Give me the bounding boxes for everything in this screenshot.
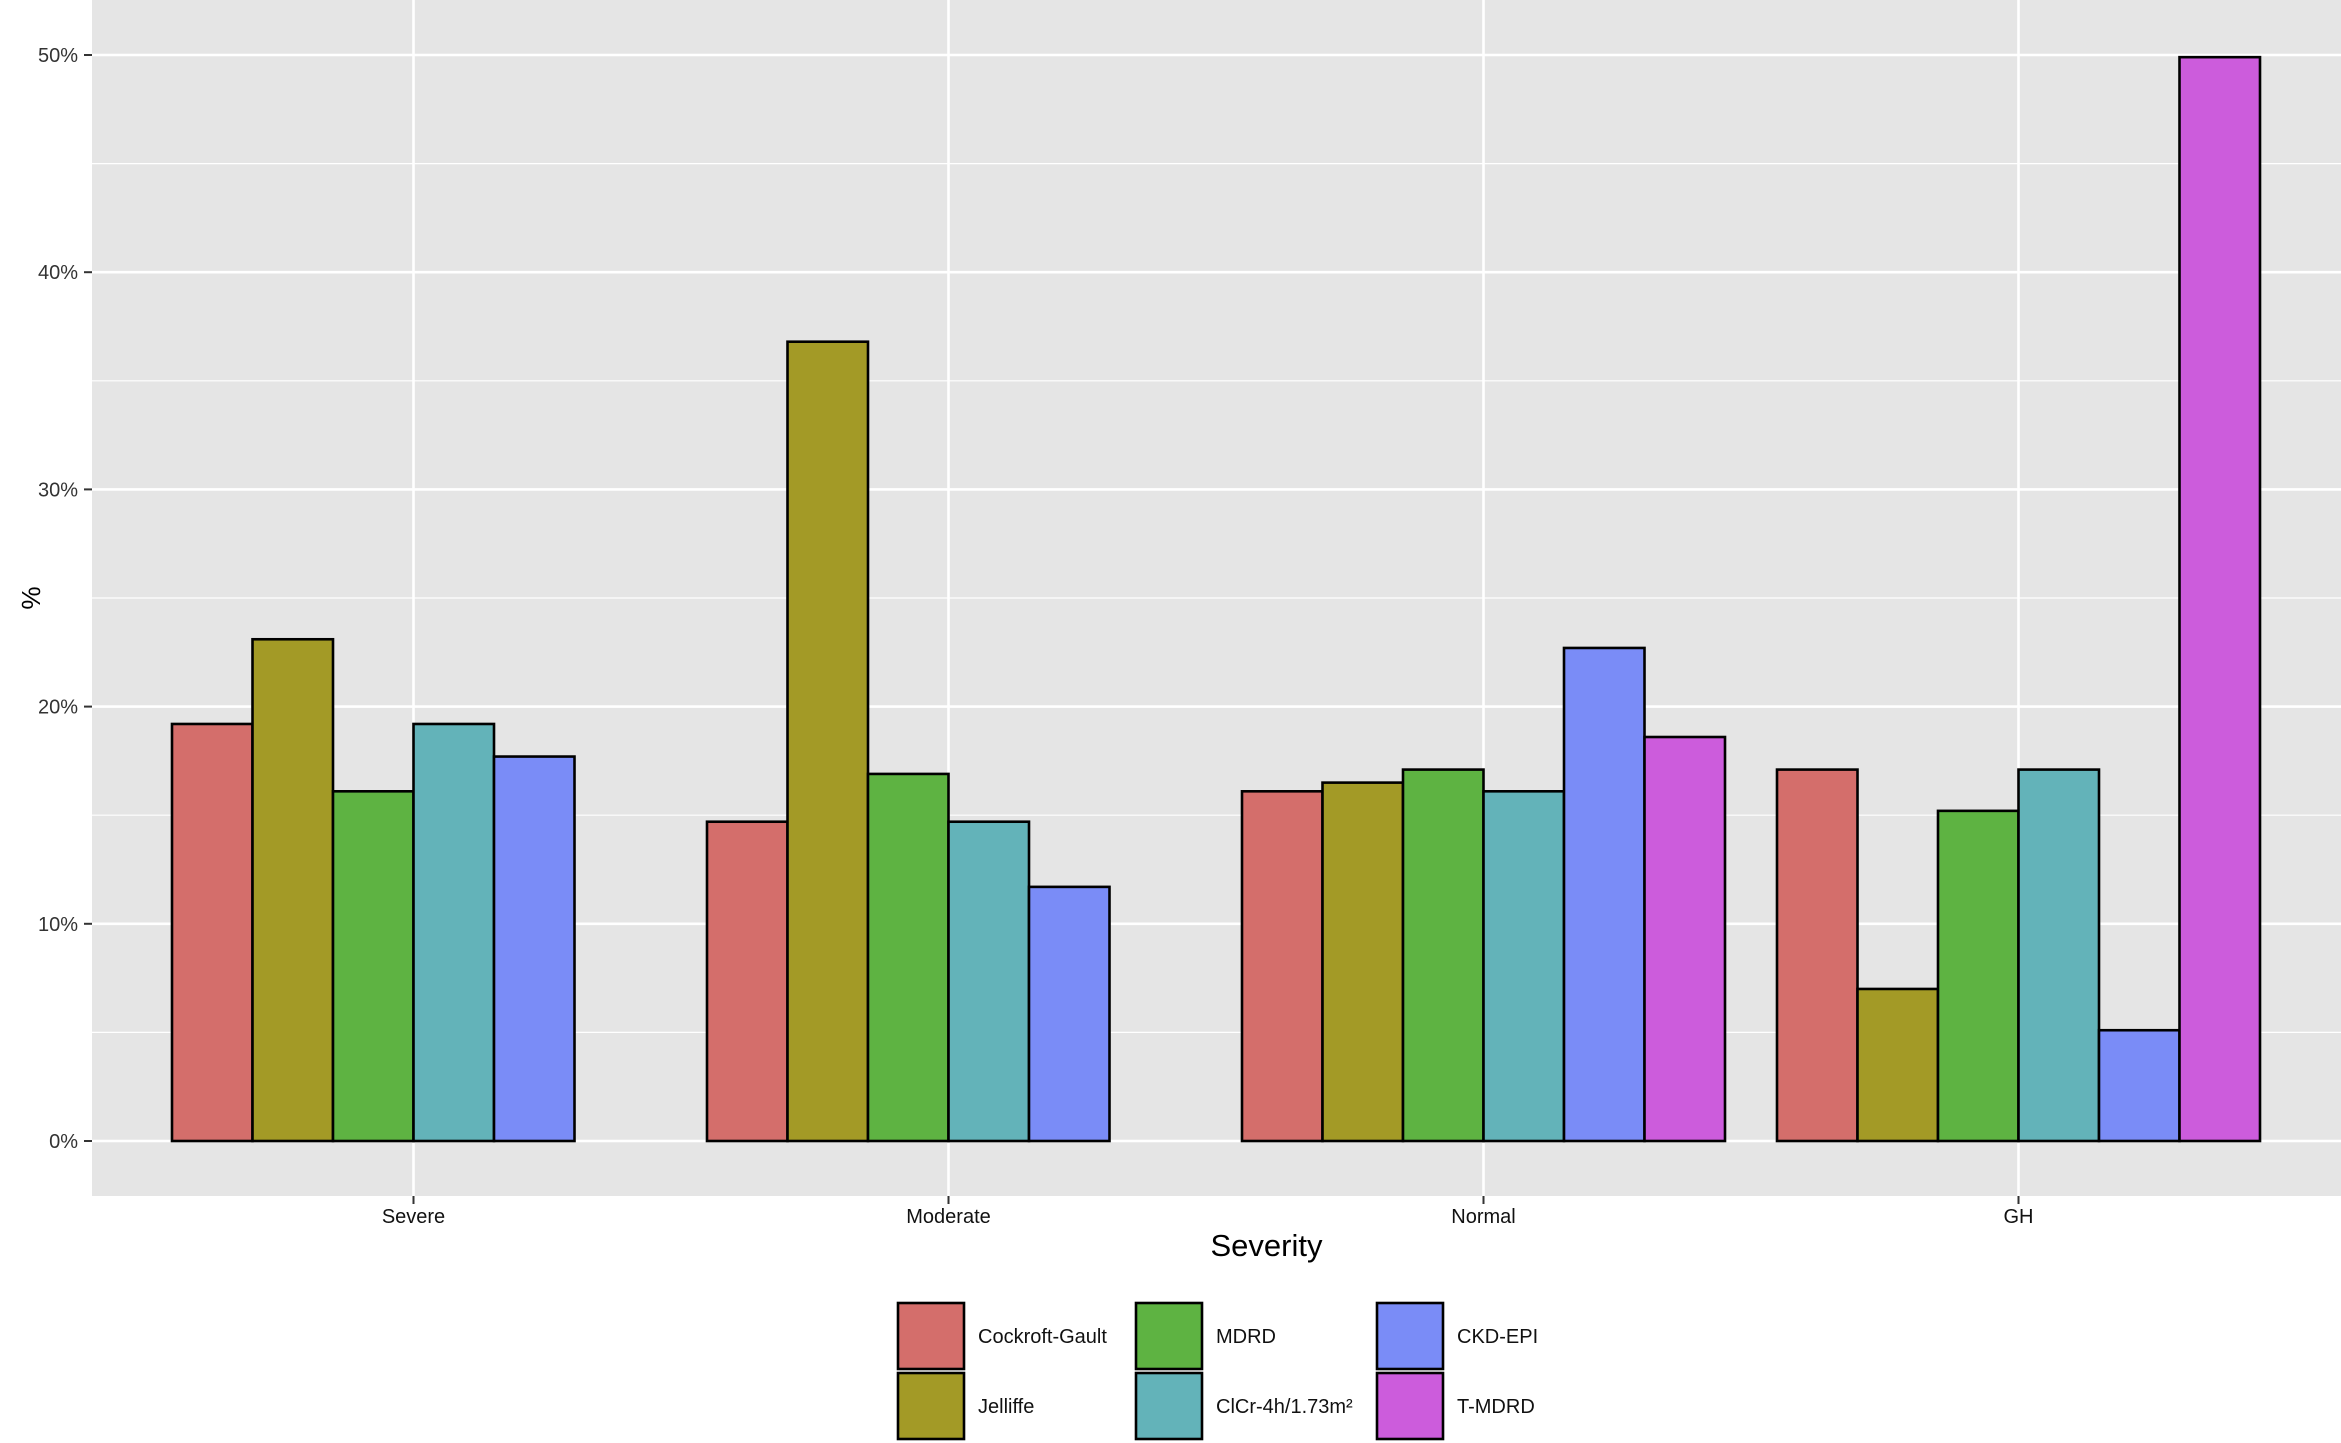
- legend: Cockroft-Gault Jelliffe MDRD ClCr-4h/1.73m²…: [896, 1301, 1538, 1441]
- bar: [1482, 790, 1566, 1143]
- bar: [705, 820, 789, 1143]
- x-axis-title: Severity: [1211, 1228, 1323, 1263]
- legend-key: [1134, 1371, 1204, 1441]
- bars: [170, 55, 2262, 1143]
- bar: [331, 790, 415, 1143]
- legend-label: Cockroft-Gault: [978, 1326, 1107, 1348]
- bar: [1775, 768, 1859, 1143]
- y-axis-title: %: [16, 586, 46, 609]
- y-tick-label: 0%: [49, 1131, 78, 1153]
- legend-key: [896, 1301, 966, 1371]
- legend-key: [1375, 1301, 1445, 1371]
- legend-label: ClCr-4h/1.73m²: [1216, 1396, 1353, 1418]
- y-tick-label: 20%: [38, 697, 78, 719]
- y-tick-label: 30%: [38, 479, 78, 501]
- bar: [2178, 55, 2262, 1143]
- legend-label: MDRD: [1216, 1326, 1276, 1348]
- legend-label: T-MDRD: [1457, 1396, 1535, 1418]
- bar: [492, 755, 576, 1143]
- x-tick-label: Severe: [382, 1206, 445, 1228]
- legend-label: Jelliffe: [978, 1396, 1034, 1418]
- legend-label: CKD-EPI: [1457, 1326, 1538, 1348]
- y-tick-label: 10%: [38, 914, 78, 936]
- bar: [947, 820, 1031, 1143]
- x-tick-label: Normal: [1451, 1206, 1515, 1228]
- bar: [786, 340, 870, 1143]
- bar: [866, 772, 950, 1143]
- bar: [1936, 809, 2020, 1143]
- bar: [1643, 735, 1727, 1143]
- x-axis-ticks: Severe Moderate Normal GH: [382, 1196, 2034, 1228]
- legend-key: [1375, 1371, 1445, 1441]
- bar: [1240, 790, 1324, 1143]
- bar: [1401, 768, 1485, 1143]
- x-tick-label: GH: [2004, 1206, 2034, 1228]
- bar: [1562, 646, 1646, 1143]
- bar: [1321, 781, 1405, 1143]
- y-axis-ticks: 0% 10% 20% 30% 40% 50%: [38, 45, 92, 1153]
- bar: [251, 637, 335, 1143]
- legend-key: [1134, 1301, 1204, 1371]
- y-tick-label: 40%: [38, 262, 78, 284]
- bar: [1856, 987, 1940, 1143]
- bar: [2097, 1028, 2181, 1143]
- bar: [412, 722, 496, 1143]
- bar: [2017, 768, 2101, 1143]
- bar: [170, 722, 254, 1143]
- x-tick-label: Moderate: [906, 1206, 991, 1228]
- y-tick-label: 50%: [38, 45, 78, 67]
- legend-key: [896, 1371, 966, 1441]
- bar: [1027, 885, 1111, 1143]
